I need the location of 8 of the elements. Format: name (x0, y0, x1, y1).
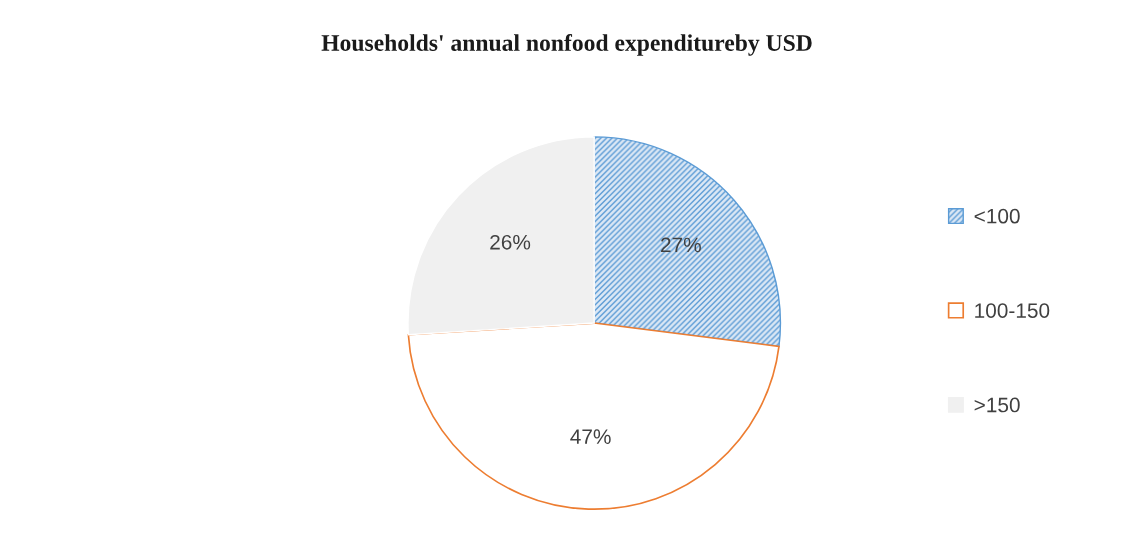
data-label: 47% (570, 429, 611, 444)
data-label: 26% (490, 234, 531, 250)
pie-slice (593, 136, 782, 348)
chart-title: Households' annual nonfood expenditureby USD (321, 34, 812, 56)
data-label: 27% (661, 237, 701, 253)
legend-label: <100 (974, 208, 1020, 224)
legend-label: >150 (974, 397, 1020, 413)
legend-label: 100-150 (975, 303, 1050, 318)
